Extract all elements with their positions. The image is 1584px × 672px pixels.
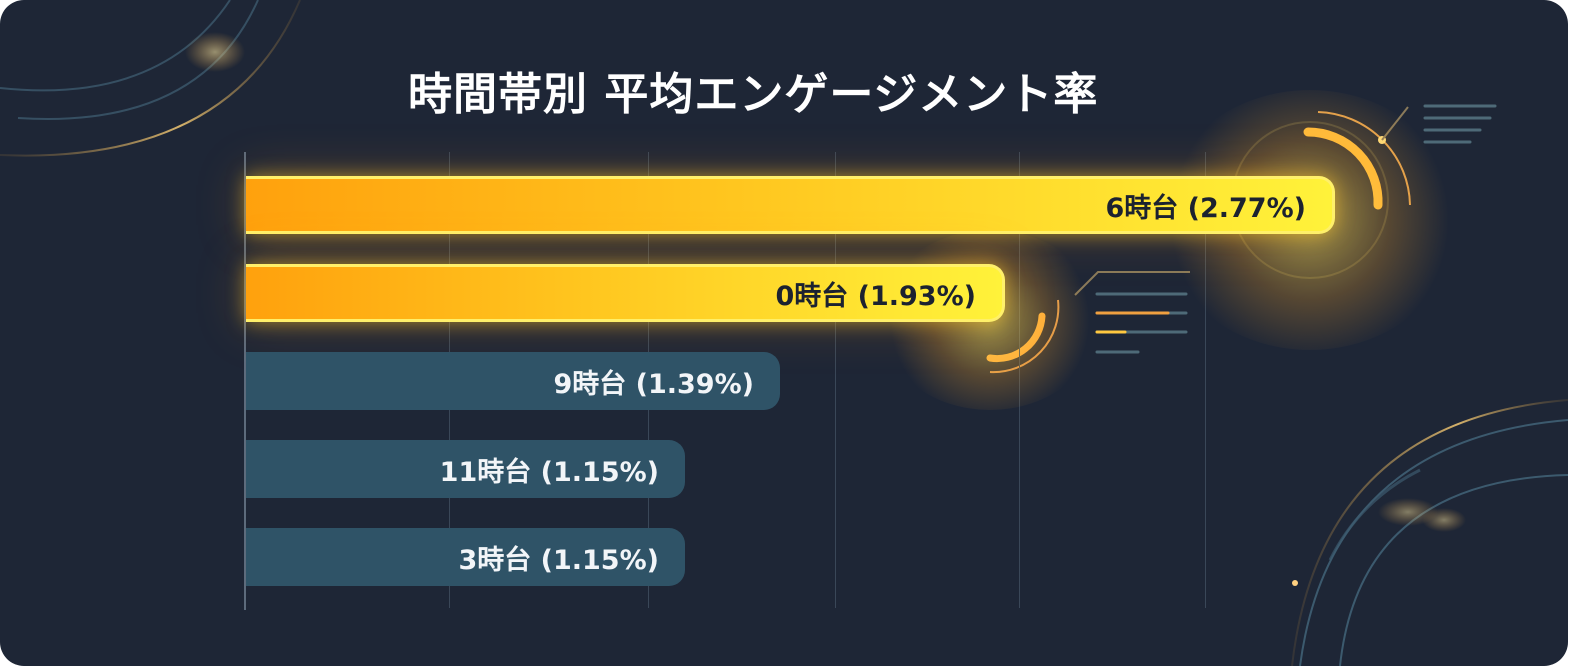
bar-0h: 0時台 (1.93%) [246,264,1005,322]
bar-label: 3時台 (1.15%) [458,544,659,576]
gridline [1205,152,1206,608]
gridline [835,152,836,608]
y-axis [244,152,246,610]
bar-9h: 9時台 (1.39%) [246,352,780,410]
chart-title: 時間帯別 平均エンゲージメント率 [408,69,1099,120]
bar-label: 0時台 (1.93%) [775,280,976,312]
bar-11h: 11時台 (1.15%) [246,440,685,498]
bar-label: 9時台 (1.39%) [553,368,754,400]
bar-label: 11時台 (1.15%) [439,456,659,488]
bar-3h: 3時台 (1.15%) [246,528,685,586]
bar-6h: 6時台 (2.77%) [246,176,1335,234]
bar-label: 6時台 (2.77%) [1105,192,1306,224]
